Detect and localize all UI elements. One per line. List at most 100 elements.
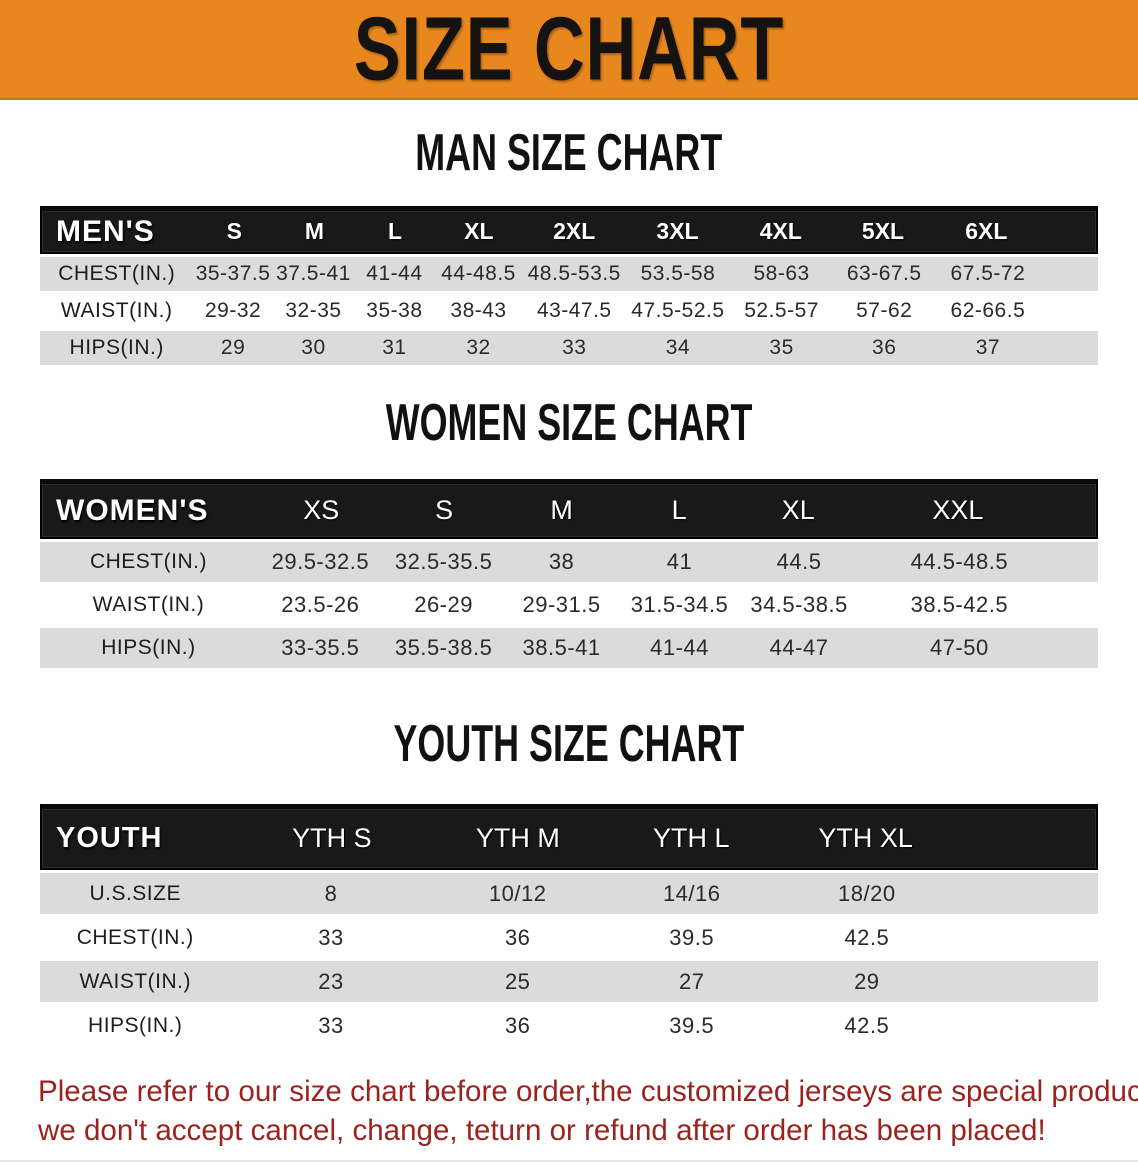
size-value-cell: 47.5-52.5 [631, 299, 725, 322]
size-value-cell: 63-67.5 [846, 262, 922, 285]
men-size-col-l: L [388, 218, 403, 244]
youth-size-chart-heading: YOUTH SIZE CHART [0, 713, 1138, 782]
youth-waist-row: WAIST(IN.) 23 25 27 29 [40, 961, 1098, 1002]
youth-size-col-s: YTH S [292, 823, 372, 853]
men-size-col-s: S [226, 218, 243, 244]
order-policy-note: Please refer to our size chart before or… [38, 1072, 1138, 1150]
women-waist-row: WAIST(IN.) 23.5-26 26-29 29-31.5 31.5-34… [40, 585, 1098, 625]
women-heading-text: WOMEN SIZE CHART [385, 392, 753, 452]
size-value-cell: 35-38 [366, 299, 423, 322]
men-size-col-xl: XL [464, 218, 494, 244]
women-table-header-row: WOMEN'S XS S M L XL XXL [40, 479, 1098, 539]
size-value-cell: 29 [854, 968, 880, 994]
youth-size-col-l: YTH L [652, 823, 730, 853]
women-chest-label: CHEST(IN.) [89, 550, 207, 573]
men-hips-row: HIPS(IN.) 29 30 31 32 33 34 35 36 37 [40, 331, 1098, 365]
size-value-cell: 23 [318, 968, 344, 994]
size-value-cell: 39.5 [669, 1012, 715, 1038]
size-value-cell: 48.5-53.5 [527, 262, 621, 285]
size-value-cell: 52.5-57 [744, 299, 819, 322]
size-value-cell: 33 [318, 924, 344, 950]
size-value-cell: 44-48.5 [441, 262, 516, 285]
size-value-cell: 38.5-42.5 [910, 592, 1009, 617]
size-value-cell: 47-50 [929, 635, 989, 660]
size-value-cell: 25 [504, 968, 531, 994]
men-size-col-m: M [304, 218, 325, 244]
youth-size-table: YOUTH YTH S YTH M YTH L YTH XL U.S.SIZE … [40, 804, 1098, 1046]
size-value-cell: 57-62 [856, 299, 913, 322]
size-value-cell: 41-44 [366, 262, 423, 285]
size-value-cell: 32-35 [285, 299, 342, 322]
youth-chest-label: CHEST(IN.) [76, 925, 194, 949]
size-value-cell: 8 [324, 880, 338, 906]
youth-hips-label: HIPS(IN.) [88, 1013, 183, 1037]
women-waist-label: WAIST(IN.) [92, 593, 205, 616]
size-value-cell: 31 [382, 336, 407, 359]
men-size-table: MEN'S S M L XL 2XL 3XL 4XL 5XL 6XL CHEST… [40, 206, 1098, 365]
size-value-cell: 29.5-32.5 [271, 549, 370, 574]
size-value-cell: 62-66.5 [950, 299, 1026, 322]
youth-ussize-row: U.S.SIZE 8 10/12 14/16 18/20 [40, 873, 1098, 914]
youth-heading-text: YOUTH SIZE CHART [393, 713, 745, 773]
men-chest-label: CHEST(IN.) [58, 262, 176, 285]
men-table-header-row: MEN'S S M L XL 2XL 3XL 4XL 5XL 6XL [40, 206, 1098, 254]
size-value-cell: 14/16 [662, 880, 721, 906]
size-value-cell: 27 [678, 968, 705, 994]
size-value-cell: 36 [504, 1012, 531, 1038]
youth-waist-label: WAIST(IN.) [79, 969, 191, 993]
size-value-cell: 36 [504, 924, 531, 950]
size-value-cell: 41-44 [650, 635, 709, 660]
size-value-cell: 33-35.5 [281, 635, 360, 660]
size-chart-banner: SIZE CHART [0, 0, 1138, 100]
size-value-cell: 10/12 [488, 880, 547, 906]
man-size-chart-heading: MAN SIZE CHART [0, 122, 1138, 192]
youth-table-header-row: YOUTH YTH S YTH M YTH L YTH XL [40, 804, 1098, 870]
size-value-cell: 34 [665, 336, 691, 359]
women-size-col-m: M [550, 495, 573, 525]
women-size-col-xl: XL [781, 495, 815, 525]
men-waist-row: WAIST(IN.) 29-32 32-35 35-38 38-43 43-47… [40, 294, 1098, 328]
size-value-cell: 42.5 [844, 924, 890, 950]
women-size-col-l: L [671, 495, 687, 525]
women-size-col-xxl: XXL [932, 495, 984, 525]
size-value-cell: 29 [220, 336, 246, 359]
men-size-col-3xl: 3XL [656, 218, 699, 244]
men-waist-label: WAIST(IN.) [60, 299, 173, 322]
size-value-cell: 37.5-41 [276, 262, 351, 285]
size-value-cell: 39.5 [669, 924, 715, 950]
women-size-table: WOMEN'S XS S M L XL XXL CHEST(IN.) 29.5-… [40, 479, 1098, 668]
size-value-cell: 44.5-48.5 [910, 549, 1009, 574]
women-hips-row: HIPS(IN.) 33-35.5 35.5-38.5 38.5-41 41-4… [40, 628, 1098, 668]
size-value-cell: 30 [301, 336, 326, 359]
size-value-cell: 41 [666, 549, 693, 574]
size-value-cell: 37 [975, 336, 1001, 359]
youth-hips-row: HIPS(IN.) 33 36 39.5 42.5 [40, 1005, 1098, 1046]
women-chest-row: CHEST(IN.) 29.5-32.5 32.5-35.5 38 41 44.… [40, 542, 1098, 582]
size-value-cell: 33 [318, 1012, 344, 1038]
size-value-cell: 33 [562, 336, 587, 359]
size-value-cell: 38-43 [450, 299, 507, 322]
size-value-cell: 18/20 [838, 880, 896, 906]
women-size-col-s: S [435, 495, 454, 525]
men-chest-row: CHEST(IN.) 35-37.5 37.5-41 41-44 44-48.5… [40, 257, 1098, 291]
men-size-col-4xl: 4XL [759, 218, 802, 244]
man-heading-text: MAN SIZE CHART [415, 122, 723, 182]
size-value-cell: 32 [466, 336, 491, 359]
order-policy-line-2: we don't accept cancel, change, teturn o… [38, 1114, 1046, 1147]
men-hips-label: HIPS(IN.) [69, 336, 164, 359]
women-corner-label: WOMEN'S [56, 493, 209, 527]
men-size-col-2xl: 2XL [553, 218, 596, 244]
size-value-cell: 35-37.5 [195, 262, 271, 285]
men-corner-label: MEN'S [56, 214, 155, 248]
size-value-cell: 34.5-38.5 [750, 592, 848, 617]
size-value-cell: 53.5-58 [640, 262, 716, 285]
women-size-col-xs: XS [303, 495, 340, 525]
size-value-cell: 43-47.5 [536, 299, 612, 322]
size-value-cell: 23.5-26 [281, 592, 360, 617]
youth-corner-label: YOUTH [56, 822, 163, 854]
size-value-cell: 29-32 [204, 299, 262, 322]
size-value-cell: 67.5-72 [950, 262, 1026, 285]
size-value-cell: 38.5-41 [522, 635, 601, 660]
size-value-cell: 32.5-35.5 [394, 549, 493, 574]
size-value-cell: 31.5-34.5 [630, 592, 729, 617]
